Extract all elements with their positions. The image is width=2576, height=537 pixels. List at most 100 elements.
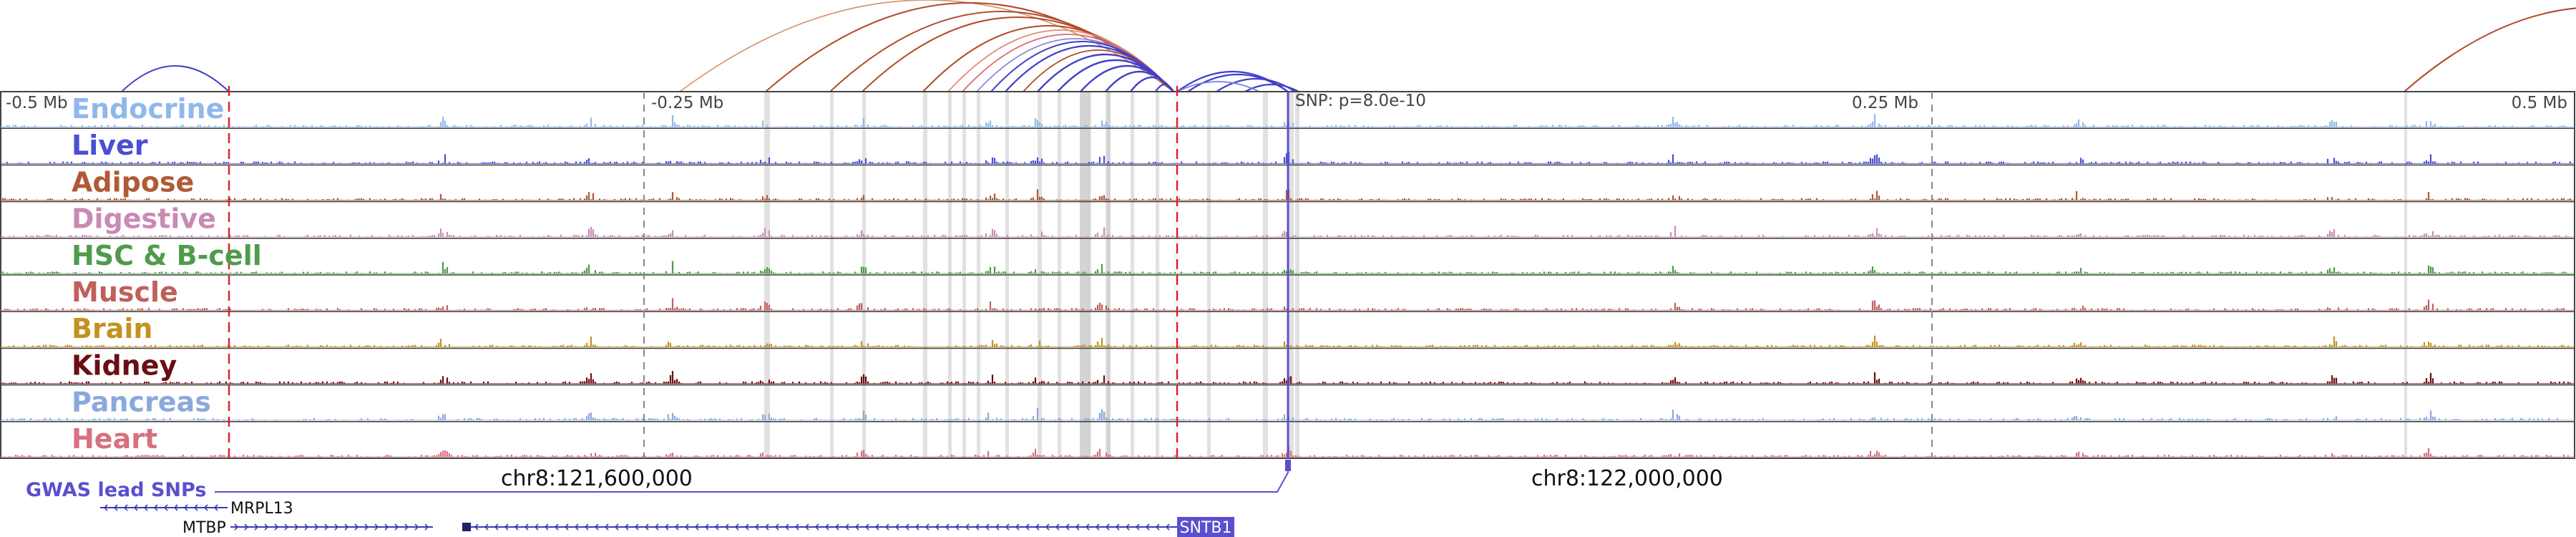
strand-arrow	[1095, 523, 1100, 531]
track-label: Muscle	[72, 276, 178, 308]
strand-arrow	[324, 523, 329, 531]
strand-arrow	[314, 523, 319, 531]
strand-arrow	[884, 523, 889, 531]
strand-arrow	[103, 504, 108, 511]
gene-label-mrpl13: MRPL13	[230, 500, 293, 518]
strand-arrow	[1085, 523, 1090, 531]
strand-arrow	[1055, 523, 1060, 531]
strand-arrow	[864, 523, 869, 531]
strand-arrow	[544, 523, 549, 531]
strand-arrow	[924, 523, 930, 531]
strand-arrow	[975, 523, 980, 531]
strand-arrow	[935, 523, 940, 531]
coord-label-left: chr8:121,600,000	[501, 466, 693, 491]
strand-arrow	[414, 523, 419, 531]
strand-arrow	[794, 523, 799, 531]
strand-arrow	[524, 523, 529, 531]
track-label: Heart	[72, 423, 157, 455]
strand-arrow	[764, 523, 769, 531]
axis-labels: -0.5 Mb -0.25 Mb 0.25 Mb 0.5 Mb SNP: p=8…	[6, 92, 2567, 112]
strand-arrow	[183, 504, 188, 511]
strand-arrow	[624, 523, 629, 531]
signal-5	[4, 298, 2565, 311]
chromatin-loops	[121, 0, 2576, 92]
strand-arrow	[1015, 523, 1020, 531]
strand-arrow	[244, 523, 249, 531]
tick-label-minus-0.5: -0.5 Mb	[6, 94, 68, 112]
strand-arrow	[804, 523, 809, 531]
strand-arrow	[904, 523, 909, 531]
guide-lines	[228, 86, 1933, 458]
strand-arrow	[734, 523, 739, 531]
strand-arrow	[834, 523, 839, 531]
signal-6	[8, 335, 2570, 347]
gene-label-sntb1: SNTB1	[1180, 519, 1232, 537]
sntb1-exon-start	[462, 523, 471, 531]
strand-arrow	[274, 523, 279, 531]
track-label: Pancreas	[72, 387, 211, 418]
strand-arrow	[1125, 523, 1130, 531]
track-label: Adipose	[72, 166, 194, 198]
strand-arrow	[234, 523, 239, 531]
gene-track: MRPL13 MTBP SNTB1	[100, 500, 1234, 537]
strand-arrow	[774, 523, 779, 531]
strand-arrow	[914, 523, 919, 531]
gwas-track-label: GWAS lead SNPs	[26, 479, 206, 501]
signal-1	[6, 152, 2572, 164]
strand-arrow	[1035, 523, 1040, 531]
strand-arrow	[504, 523, 509, 531]
signal-8	[1, 407, 2559, 420]
strand-arrow	[704, 523, 709, 531]
strand-arrow	[754, 523, 759, 531]
strand-arrow	[594, 523, 599, 531]
strand-arrow	[494, 523, 499, 531]
strand-arrow	[644, 523, 649, 531]
sntb1-label-box	[1177, 517, 1234, 537]
strand-arrow	[304, 523, 309, 531]
strand-arrow	[1075, 523, 1080, 531]
strand-arrow	[424, 523, 429, 531]
strand-arrow	[203, 504, 208, 511]
tick-label-minus-0.25: -0.25 Mb	[651, 94, 723, 112]
strand-arrow	[474, 523, 479, 531]
strand-arrow	[584, 523, 589, 531]
strand-arrow	[374, 523, 379, 531]
strand-arrow	[133, 504, 138, 511]
strand-arrow	[554, 523, 559, 531]
strand-arrow	[654, 523, 659, 531]
strand-arrow	[254, 523, 259, 531]
strand-arrow	[163, 504, 168, 511]
snp-pvalue-label: SNP: p=8.0e-10	[1295, 92, 1426, 110]
strand-arrow	[744, 523, 749, 531]
strand-arrow	[844, 523, 849, 531]
strand-arrow	[1105, 523, 1110, 531]
loop-arc	[121, 65, 230, 92]
strand-arrow	[664, 523, 669, 531]
strand-arrow	[484, 523, 489, 531]
track-label: Digestive	[72, 203, 216, 235]
strand-arrow	[153, 504, 158, 511]
strand-arrow	[945, 523, 950, 531]
tick-label-0.25: 0.25 Mb	[1852, 94, 1918, 112]
signal-4	[1, 261, 2567, 274]
gwas-snp-marker	[1285, 460, 1291, 471]
strand-arrow	[684, 523, 689, 531]
loop-arc	[1244, 83, 1299, 92]
strand-arrow	[614, 523, 619, 531]
loop-arc	[1155, 83, 1174, 92]
strand-arrow	[1065, 523, 1070, 531]
strand-arrow	[344, 523, 349, 531]
strand-arrow	[334, 523, 339, 531]
strand-arrow	[724, 523, 729, 531]
signal-2	[1, 189, 2572, 200]
strand-arrow	[193, 504, 198, 511]
strand-arrow	[354, 523, 359, 531]
strand-arrow	[123, 504, 128, 511]
strand-arrow	[894, 523, 899, 531]
strand-arrow	[394, 523, 399, 531]
strand-arrow	[364, 523, 369, 531]
track-label: Kidney	[72, 349, 177, 381]
signal-0	[4, 114, 2567, 127]
strand-arrow	[674, 523, 679, 531]
